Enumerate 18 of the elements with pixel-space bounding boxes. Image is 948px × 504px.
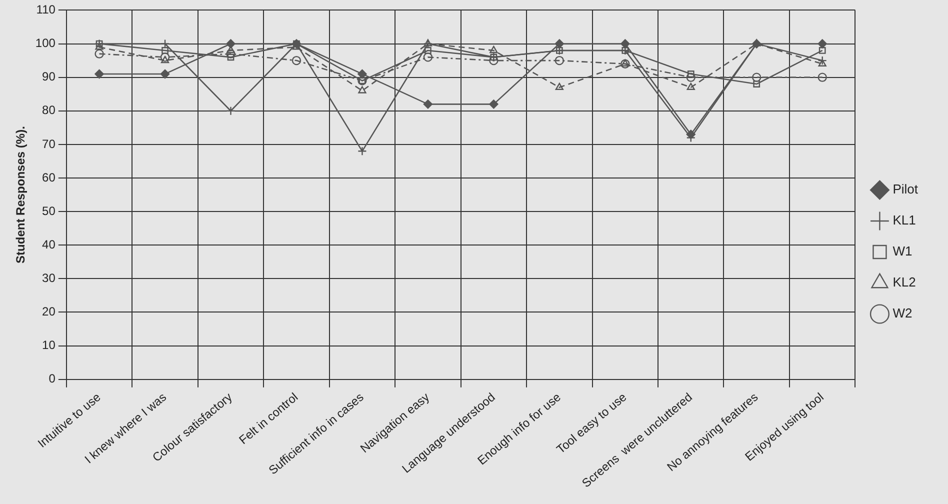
y-tick-label: 10 [42, 338, 56, 352]
y-tick-label: 0 [48, 372, 56, 386]
legend-label: Pilot [892, 182, 918, 197]
legend-label: W2 [892, 306, 912, 321]
legend-label: W1 [892, 244, 912, 259]
y-tick-label: 20 [42, 304, 56, 319]
y-tick-label: 80 [42, 103, 56, 118]
y-tick-label: 50 [42, 204, 56, 218]
y-tick-label: 100 [35, 36, 56, 50]
y-axis-title: Student Responses (%). [14, 126, 28, 264]
y-tick-label: 90 [42, 70, 56, 84]
y-tick-label: 40 [42, 237, 56, 252]
y-tick-label: 60 [42, 170, 56, 184]
legend-label: KL2 [892, 274, 916, 290]
legend-label: KL1 [892, 212, 916, 228]
y-tick-label: 70 [42, 136, 56, 151]
y-tick-label: 110 [36, 2, 56, 17]
y-tick-label: 30 [42, 270, 56, 285]
